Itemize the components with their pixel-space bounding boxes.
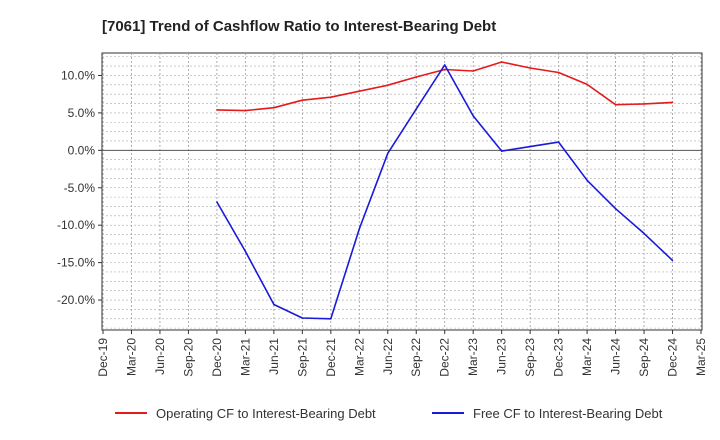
data-point (643, 103, 645, 105)
plot-area (101, 52, 703, 331)
data-point (330, 96, 332, 98)
data-point (244, 250, 247, 253)
legend-label-1: Free CF to Interest-Bearing Debt (473, 406, 663, 421)
data-point (443, 64, 446, 66)
grid-lines (102, 53, 702, 330)
x-tick-label: Jun-21 (267, 338, 281, 375)
data-point (557, 141, 560, 143)
chart-title: [7061] Trend of Cashflow Ratio to Intere… (102, 18, 496, 35)
data-point (500, 61, 503, 63)
data-point (671, 259, 674, 262)
y-tick-label: 0.0% (68, 143, 96, 157)
data-point (386, 152, 389, 155)
legend: Operating CF to Interest-Bearing Debt Fre… (115, 406, 663, 421)
x-tick-label: Dec-20 (210, 338, 224, 377)
x-tick-label: Jun-24 (609, 338, 623, 375)
data-point (415, 108, 418, 110)
data-point (244, 109, 247, 112)
x-tick-label: Mar-21 (238, 338, 252, 376)
series-layer (216, 61, 674, 320)
data-point (472, 115, 474, 117)
x-tick-label: Mar-20 (124, 338, 138, 376)
data-point (443, 68, 446, 71)
x-tick-label: Dec-24 (666, 338, 680, 377)
x-axis-ticks: Dec-19 Mar-20 Jun-20 Sep-20 Dec-20 Mar-21 Jun-… (96, 330, 708, 377)
y-axis-ticks: 10.0% 5.0% 0.0% -5.0% -10.0% -15.0% -20.0% (57, 68, 102, 307)
y-tick-label: -10.0% (57, 218, 95, 232)
x-tick-label: Sep-23 (523, 338, 537, 377)
data-point (301, 99, 304, 101)
data-point (216, 201, 218, 203)
data-point (614, 103, 617, 106)
x-tick-label: Dec-19 (96, 338, 110, 377)
x-tick-label: Mar-25 (694, 338, 708, 376)
x-tick-label: Dec-23 (552, 338, 566, 377)
data-point (529, 145, 531, 148)
y-tick-label: -20.0% (57, 293, 95, 307)
y-tick-label: -5.0% (64, 181, 96, 195)
x-tick-label: Jun-20 (153, 338, 167, 375)
x-tick-label: Dec-22 (438, 338, 452, 377)
x-tick-label: Mar-24 (580, 338, 594, 376)
data-point (216, 109, 218, 111)
data-point (671, 101, 674, 104)
data-point (415, 76, 418, 78)
y-tick-label: 5.0% (68, 106, 96, 120)
x-tick-label: Sep-20 (181, 338, 195, 377)
x-tick-label: Sep-24 (637, 338, 651, 377)
data-point (586, 83, 588, 86)
x-tick-label: Sep-21 (295, 338, 309, 377)
data-point (472, 70, 474, 72)
x-tick-label: Jun-23 (495, 338, 509, 375)
data-point (586, 179, 588, 182)
data-point (358, 228, 361, 230)
data-point (273, 303, 275, 306)
x-tick-label: Mar-23 (466, 338, 480, 376)
data-point (386, 84, 389, 86)
x-tick-label: Mar-22 (352, 338, 366, 376)
data-point (614, 207, 617, 210)
data-point (358, 90, 361, 92)
y-tick-label: -15.0% (57, 256, 95, 270)
x-tick-label: Sep-22 (409, 338, 423, 377)
legend-label-0: Operating CF to Interest-Bearing Debt (156, 406, 376, 421)
plot-frame (101, 52, 703, 331)
data-point (301, 317, 304, 319)
data-point (643, 232, 645, 235)
data-point (330, 317, 332, 320)
x-tick-label: Jun-22 (381, 338, 395, 375)
data-point (529, 67, 531, 69)
x-tick-label: Dec-21 (324, 338, 338, 377)
data-point (500, 150, 503, 152)
data-point (273, 106, 275, 109)
data-point (557, 71, 560, 74)
y-tick-label: 10.0% (61, 68, 95, 82)
